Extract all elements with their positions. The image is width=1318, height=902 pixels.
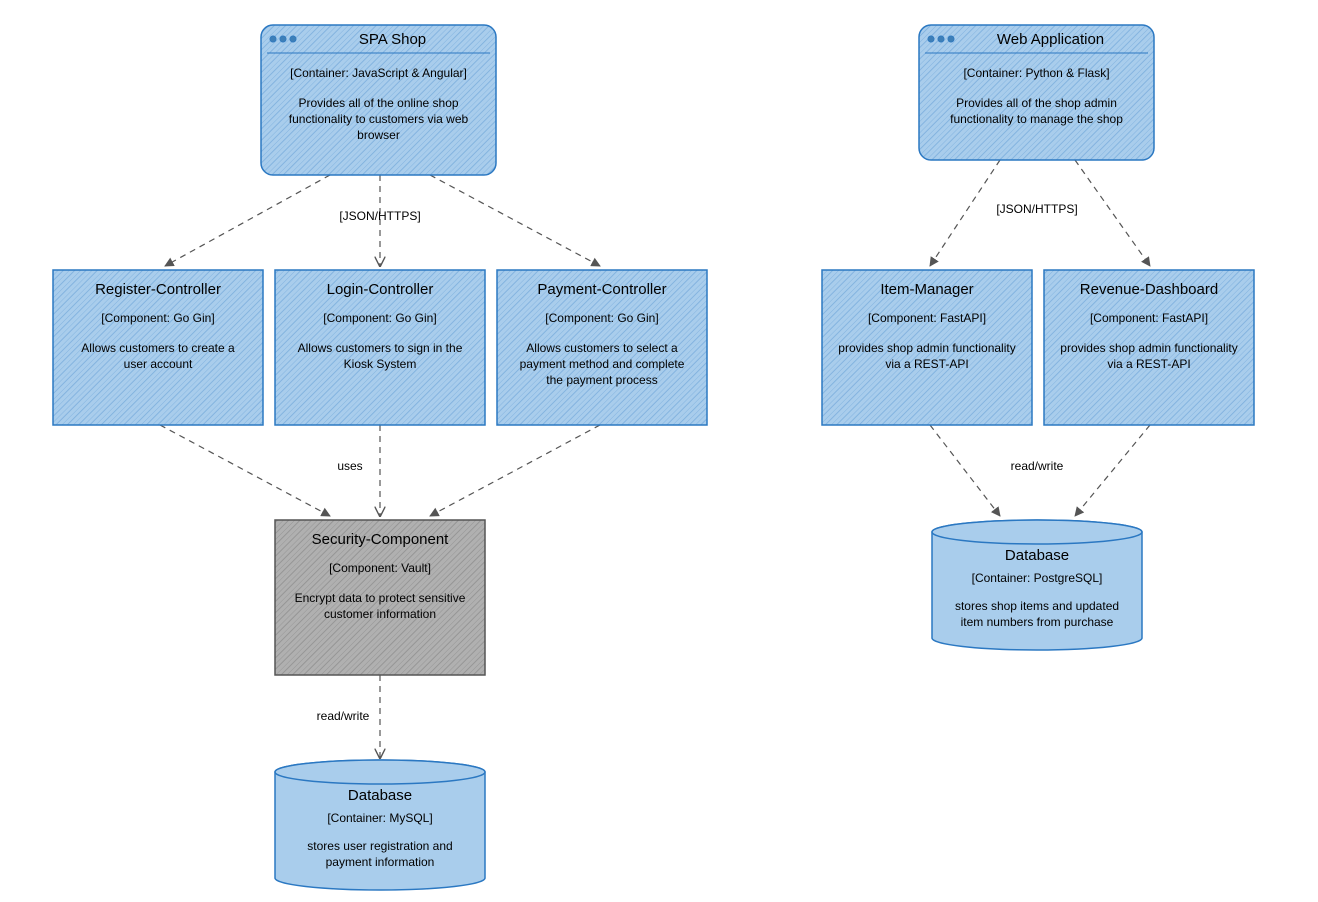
svg-text:user account: user account bbox=[124, 357, 193, 371]
svg-text:customer information: customer information bbox=[324, 607, 436, 621]
node-web_app: Web Application [Container: Python & Flas… bbox=[919, 25, 1154, 160]
node-item_manager: Item-Manager [Component: FastAPI] provides… bbox=[822, 270, 1032, 425]
svg-text:browser: browser bbox=[357, 128, 400, 142]
edge-label-readwrite_right: read/write bbox=[1011, 459, 1064, 473]
svg-text:Provides all of the online sho: Provides all of the online shop bbox=[298, 96, 458, 110]
svg-text:provides shop admin functional: provides shop admin functionality bbox=[1060, 341, 1237, 355]
svg-text:Allows customers to sign in th: Allows customers to sign in the bbox=[298, 341, 463, 355]
svg-text:[Container: Python & Flask]: [Container: Python & Flask] bbox=[963, 66, 1109, 80]
svg-text:Allows customers to select a: Allows customers to select a bbox=[526, 341, 678, 355]
edge-item-to-db bbox=[930, 425, 1000, 516]
svg-text:Kiosk System: Kiosk System bbox=[344, 357, 417, 371]
node-db_left: Database [Container: MySQL] stores user re… bbox=[275, 760, 485, 890]
edge-spa-to-payment bbox=[430, 175, 600, 266]
svg-text:[Component: Go Gin]: [Component: Go Gin] bbox=[545, 311, 658, 325]
svg-text:Security-Component: Security-Component bbox=[312, 531, 450, 548]
svg-text:Allows customers to create a: Allows customers to create a bbox=[81, 341, 235, 355]
svg-text:provides shop admin functional: provides shop admin functionality bbox=[838, 341, 1015, 355]
node-security_component: Security-Component [Component: Vault] Encr… bbox=[275, 520, 485, 675]
svg-text:Web Application: Web Application bbox=[997, 31, 1104, 48]
edge-payment-to-sec bbox=[430, 425, 600, 516]
svg-text:[Component: Go Gin]: [Component: Go Gin] bbox=[101, 311, 214, 325]
edge-spa-to-register bbox=[165, 175, 330, 266]
svg-text:Database: Database bbox=[1005, 547, 1069, 564]
node-payment_controller: Payment-Controller [Component: Go Gin] All… bbox=[497, 270, 707, 425]
svg-text:Database: Database bbox=[348, 787, 412, 804]
svg-text:[Container: MySQL]: [Container: MySQL] bbox=[327, 811, 432, 825]
edge-label-uses: uses bbox=[337, 459, 362, 473]
svg-text:[Component: FastAPI]: [Component: FastAPI] bbox=[868, 311, 986, 325]
svg-text:stores user registration and: stores user registration and bbox=[307, 839, 452, 853]
svg-text:via a REST-API: via a REST-API bbox=[885, 357, 968, 371]
svg-text:item numbers from purchase: item numbers from purchase bbox=[961, 615, 1114, 629]
svg-text:[Component: Go Gin]: [Component: Go Gin] bbox=[323, 311, 436, 325]
node-db_right: Database [Container: PostgreSQL] stores sh… bbox=[932, 520, 1142, 650]
svg-text:functionality to manage the sh: functionality to manage the shop bbox=[950, 112, 1123, 126]
svg-text:[Component: Vault]: [Component: Vault] bbox=[329, 561, 431, 575]
svg-text:Item-Manager: Item-Manager bbox=[880, 281, 973, 298]
edge-label-readwrite_left: read/write bbox=[317, 709, 370, 723]
svg-text:functionality to customers via: functionality to customers via web bbox=[289, 112, 469, 126]
svg-text:payment method and complete: payment method and complete bbox=[520, 357, 685, 371]
svg-text:Provides all of the shop admin: Provides all of the shop admin bbox=[956, 96, 1117, 110]
svg-text:[Container: JavaScript & Angul: [Container: JavaScript & Angular] bbox=[290, 66, 467, 80]
edge-web-to-item bbox=[930, 160, 1000, 266]
svg-text:stores shop items and updated: stores shop items and updated bbox=[955, 599, 1119, 613]
edge-label-json_https_right: [JSON/HTTPS] bbox=[996, 202, 1077, 216]
node-register_controller: Register-Controller [Component: Go Gin] Al… bbox=[53, 270, 263, 425]
svg-text:the payment process: the payment process bbox=[546, 373, 657, 387]
svg-text:[Container: PostgreSQL]: [Container: PostgreSQL] bbox=[972, 571, 1103, 585]
edge-register-to-sec bbox=[160, 425, 330, 516]
edge-web-to-revenue bbox=[1075, 160, 1150, 266]
node-revenue_dashboard: Revenue-Dashboard [Component: FastAPI] pro… bbox=[1044, 270, 1254, 425]
node-spa_shop: SPA Shop [Container: JavaScript & Angular… bbox=[261, 25, 496, 175]
svg-text:SPA Shop: SPA Shop bbox=[359, 31, 426, 48]
svg-text:[Component: FastAPI]: [Component: FastAPI] bbox=[1090, 311, 1208, 325]
svg-text:Login-Controller: Login-Controller bbox=[327, 281, 434, 298]
svg-text:Register-Controller: Register-Controller bbox=[95, 281, 221, 298]
svg-text:via a REST-API: via a REST-API bbox=[1107, 357, 1190, 371]
node-login_controller: Login-Controller [Component: Go Gin] Allow… bbox=[275, 270, 485, 425]
svg-text:payment information: payment information bbox=[326, 855, 435, 869]
svg-text:Encrypt data to protect sensit: Encrypt data to protect sensitive bbox=[295, 591, 466, 605]
edge-revenue-to-db bbox=[1075, 425, 1150, 516]
edge-label-json_https_left: [JSON/HTTPS] bbox=[339, 209, 420, 223]
svg-text:Payment-Controller: Payment-Controller bbox=[537, 281, 666, 298]
svg-text:Revenue-Dashboard: Revenue-Dashboard bbox=[1080, 281, 1218, 298]
